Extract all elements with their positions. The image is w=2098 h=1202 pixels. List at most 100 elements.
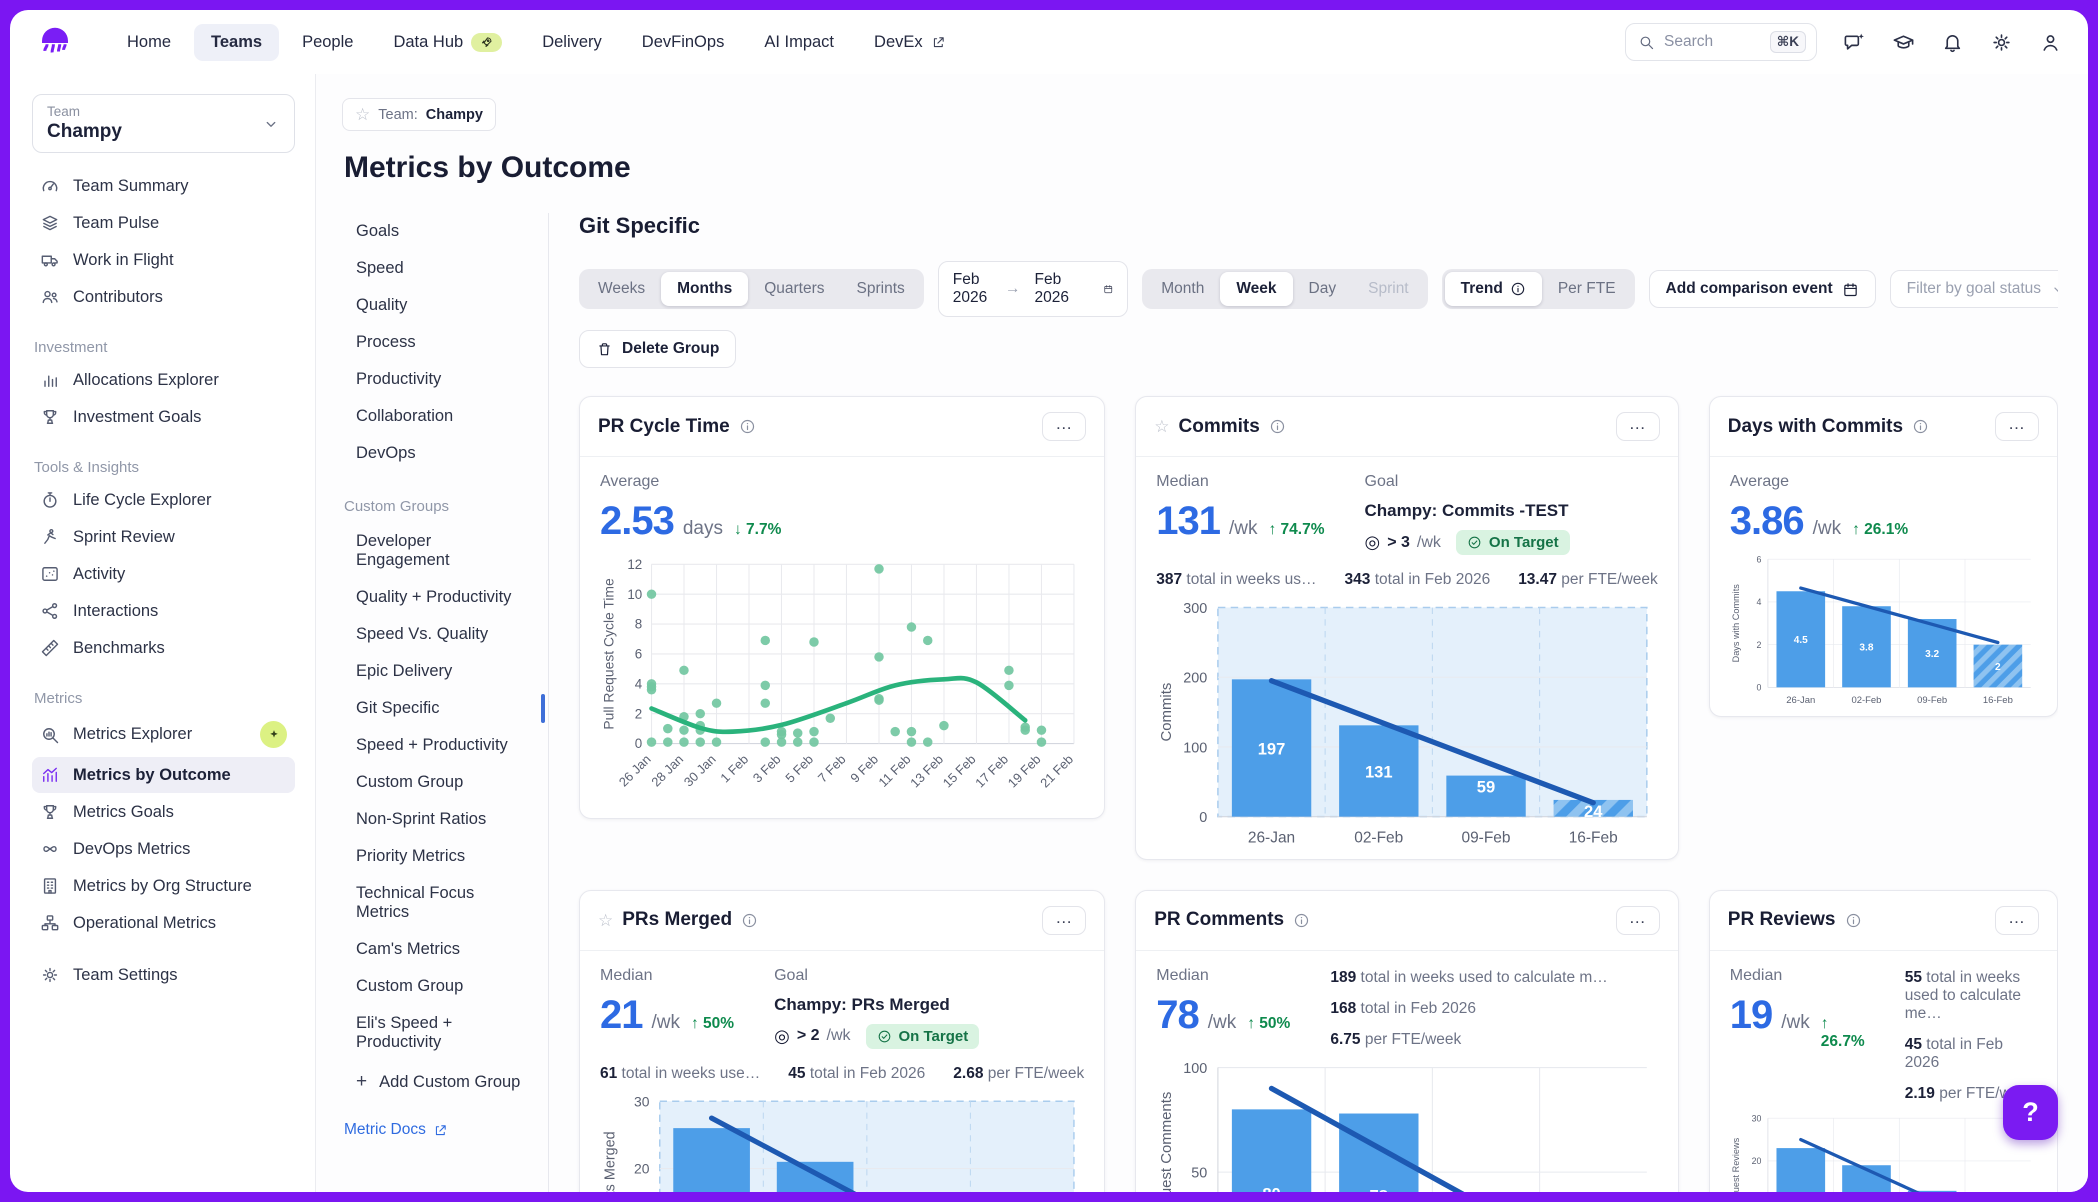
info-icon[interactable]: [739, 418, 756, 435]
group-nav-item-speed-vs-quality[interactable]: Speed Vs. Quality: [356, 625, 489, 643]
period-toggle-sprints[interactable]: Sprints: [841, 272, 921, 306]
add-comparison-event-button[interactable]: Add comparison event: [1648, 270, 1876, 308]
group-nav-item-eli-s-speed-productivity[interactable]: Eli's Speed + Productivity: [356, 1014, 453, 1051]
star-icon[interactable]: ☆: [1154, 417, 1170, 436]
help-button[interactable]: ?: [2003, 1085, 2058, 1140]
svg-text:Pull Request Cycle Time: Pull Request Cycle Time: [600, 578, 616, 730]
sidebar-item-devops-metrics[interactable]: DevOps Metrics: [32, 831, 295, 867]
svg-text:02-Feb: 02-Feb: [1851, 695, 1881, 706]
info-icon[interactable]: [1293, 912, 1310, 929]
granularity-toggle-day[interactable]: Day: [1293, 272, 1353, 306]
sidebar-item-team-pulse[interactable]: Team Pulse: [32, 205, 295, 241]
group-nav-item-custom-group[interactable]: Custom Group: [356, 773, 464, 791]
group-nav-item-speed[interactable]: Speed: [356, 259, 404, 277]
nav-item-teams[interactable]: Teams: [194, 23, 280, 61]
users-icon: [40, 287, 60, 307]
sidebar-item-team-settings[interactable]: Team Settings: [32, 957, 295, 993]
jellyfish-logo[interactable]: [36, 23, 74, 61]
info-icon[interactable]: [741, 912, 758, 929]
group-nav-item-developer-engagement[interactable]: Developer Engagement: [356, 532, 450, 569]
filter-goal-status-label: Filter by goal status: [1906, 280, 2042, 297]
metric-docs-link[interactable]: Metric Docs: [344, 1121, 542, 1139]
period-toggle-quarters[interactable]: Quarters: [748, 272, 840, 306]
nav-item-ai-impact[interactable]: AI Impact: [747, 24, 851, 61]
nav-item-devex[interactable]: DevEx: [857, 24, 963, 61]
team-selector[interactable]: Team Champy: [32, 94, 295, 153]
group-nav-item-custom-group[interactable]: Custom Group: [356, 977, 464, 995]
date-range-picker[interactable]: Feb 2026 → Feb 2026: [937, 261, 1129, 317]
view-toggle-per-fte[interactable]: Per FTE: [1542, 272, 1632, 306]
group-nav-item-cam-s-metrics[interactable]: Cam's Metrics: [356, 940, 460, 958]
card-menu-button[interactable]: …: [1042, 905, 1087, 935]
ai-chat-icon[interactable]: [1843, 31, 1866, 54]
nav-item-people[interactable]: People: [285, 24, 370, 61]
nav-item-delivery[interactable]: Delivery: [525, 24, 619, 61]
notifications-icon[interactable]: [1941, 31, 1964, 54]
sidebar-item-metrics-by-outcome[interactable]: Metrics by Outcome: [32, 757, 295, 793]
info-icon[interactable]: [1912, 418, 1929, 435]
metric-label: Median: [1729, 966, 1783, 984]
group-nav-item-speed-productivity[interactable]: Speed + Productivity: [356, 736, 508, 754]
card-menu-button[interactable]: …: [1042, 412, 1087, 441]
delete-group-button[interactable]: Delete Group: [579, 330, 737, 368]
search-input[interactable]: Search ⌘K: [1625, 23, 1817, 61]
nav-item-data-hub[interactable]: Data Hub: [376, 24, 519, 61]
nav-item-devfinops[interactable]: DevFinOps: [625, 24, 742, 61]
sidebar-item-activity[interactable]: Activity: [32, 556, 295, 592]
date-from: Feb 2026: [952, 271, 988, 306]
star-icon[interactable]: ☆: [598, 910, 614, 930]
sidebar-item-investment-goals[interactable]: Investment Goals: [32, 399, 295, 435]
sidebar-item-operational-metrics[interactable]: Operational Metrics: [32, 905, 295, 941]
sidebar-item-work-in-flight[interactable]: Work in Flight: [32, 242, 295, 278]
group-nav-item-quality[interactable]: Quality: [356, 296, 408, 314]
filter-goal-status-dropdown[interactable]: Filter by goal status: [1889, 270, 2058, 308]
card-menu-button[interactable]: …: [1995, 412, 2039, 441]
toolbar-secondary: Delete Group: [579, 330, 2058, 368]
account-icon[interactable]: [2039, 31, 2062, 54]
group-nav-item-technical-focus-metrics[interactable]: Technical Focus Metrics: [356, 884, 475, 921]
group-nav-item-non-sprint-ratios[interactable]: Non-Sprint Ratios: [356, 810, 487, 828]
group-nav-item-devops[interactable]: DevOps: [356, 444, 416, 462]
period-toggle-label: Months: [677, 280, 733, 297]
sidebar-item-label: Team Settings: [73, 965, 178, 984]
group-nav-item-process[interactable]: Process: [356, 333, 416, 351]
sidebar-item-metrics-by-org-structure[interactable]: Metrics by Org Structure: [32, 868, 295, 904]
period-toggle-weeks[interactable]: Weeks: [582, 272, 661, 306]
add-custom-group-button[interactable]: + Add Custom Group: [342, 1061, 542, 1103]
team-breadcrumb[interactable]: ☆ Team: Champy: [342, 98, 496, 131]
group-nav-item-epic-delivery[interactable]: Epic Delivery: [356, 662, 453, 680]
granularity-toggle-week[interactable]: Week: [1220, 272, 1293, 306]
stat-number: 13.47: [1518, 571, 1557, 588]
learn-icon[interactable]: [1892, 31, 1915, 54]
granularity-toggle-month[interactable]: Month: [1145, 272, 1220, 306]
group-nav-item-git-specific[interactable]: Git Specific: [342, 690, 545, 727]
view-toggle-trend[interactable]: Trend: [1444, 272, 1542, 306]
sidebar-item-metrics-goals[interactable]: Metrics Goals: [32, 794, 295, 830]
group-nav-item-quality-productivity[interactable]: Quality + Productivity: [356, 588, 512, 606]
sidebar-item-contributors[interactable]: Contributors: [32, 279, 295, 315]
group-nav-item-priority-metrics[interactable]: Priority Metrics: [356, 847, 466, 865]
granularity-toggle-sprint[interactable]: Sprint: [1352, 272, 1425, 306]
card-menu-button[interactable]: …: [1995, 905, 2039, 935]
sidebar-item-benchmarks[interactable]: Benchmarks: [32, 630, 295, 666]
nav-item-label: People: [302, 32, 354, 51]
group-nav-item-productivity[interactable]: Productivity: [356, 370, 442, 388]
card-menu-button[interactable]: …: [1615, 412, 1660, 441]
group-nav-item-collaboration[interactable]: Collaboration: [356, 407, 454, 425]
info-icon[interactable]: [1845, 912, 1862, 929]
sidebar-item-interactions[interactable]: Interactions: [32, 593, 295, 629]
sidebar-item-life-cycle-explorer[interactable]: Life Cycle Explorer: [32, 482, 295, 518]
custom-groups-label: Custom Groups: [344, 498, 450, 515]
info-icon[interactable]: [1269, 418, 1286, 435]
settings-icon[interactable]: [1990, 31, 2013, 54]
sidebar-item-sprint-review[interactable]: Sprint Review: [32, 519, 295, 555]
sidebar-item-allocations-explorer[interactable]: Allocations Explorer: [32, 362, 295, 398]
card-menu-button[interactable]: …: [1615, 905, 1660, 935]
nav-item-home[interactable]: Home: [110, 24, 188, 61]
group-nav-item-goals[interactable]: Goals: [356, 222, 400, 240]
period-toggle-months[interactable]: Months: [661, 272, 749, 306]
sidebar-item-team-summary[interactable]: Team Summary: [32, 168, 295, 204]
sidebar-item-metrics-explorer[interactable]: Metrics Explorer: [32, 713, 295, 756]
card-title: Commits: [1178, 415, 1260, 437]
svg-text:4: 4: [635, 676, 643, 691]
